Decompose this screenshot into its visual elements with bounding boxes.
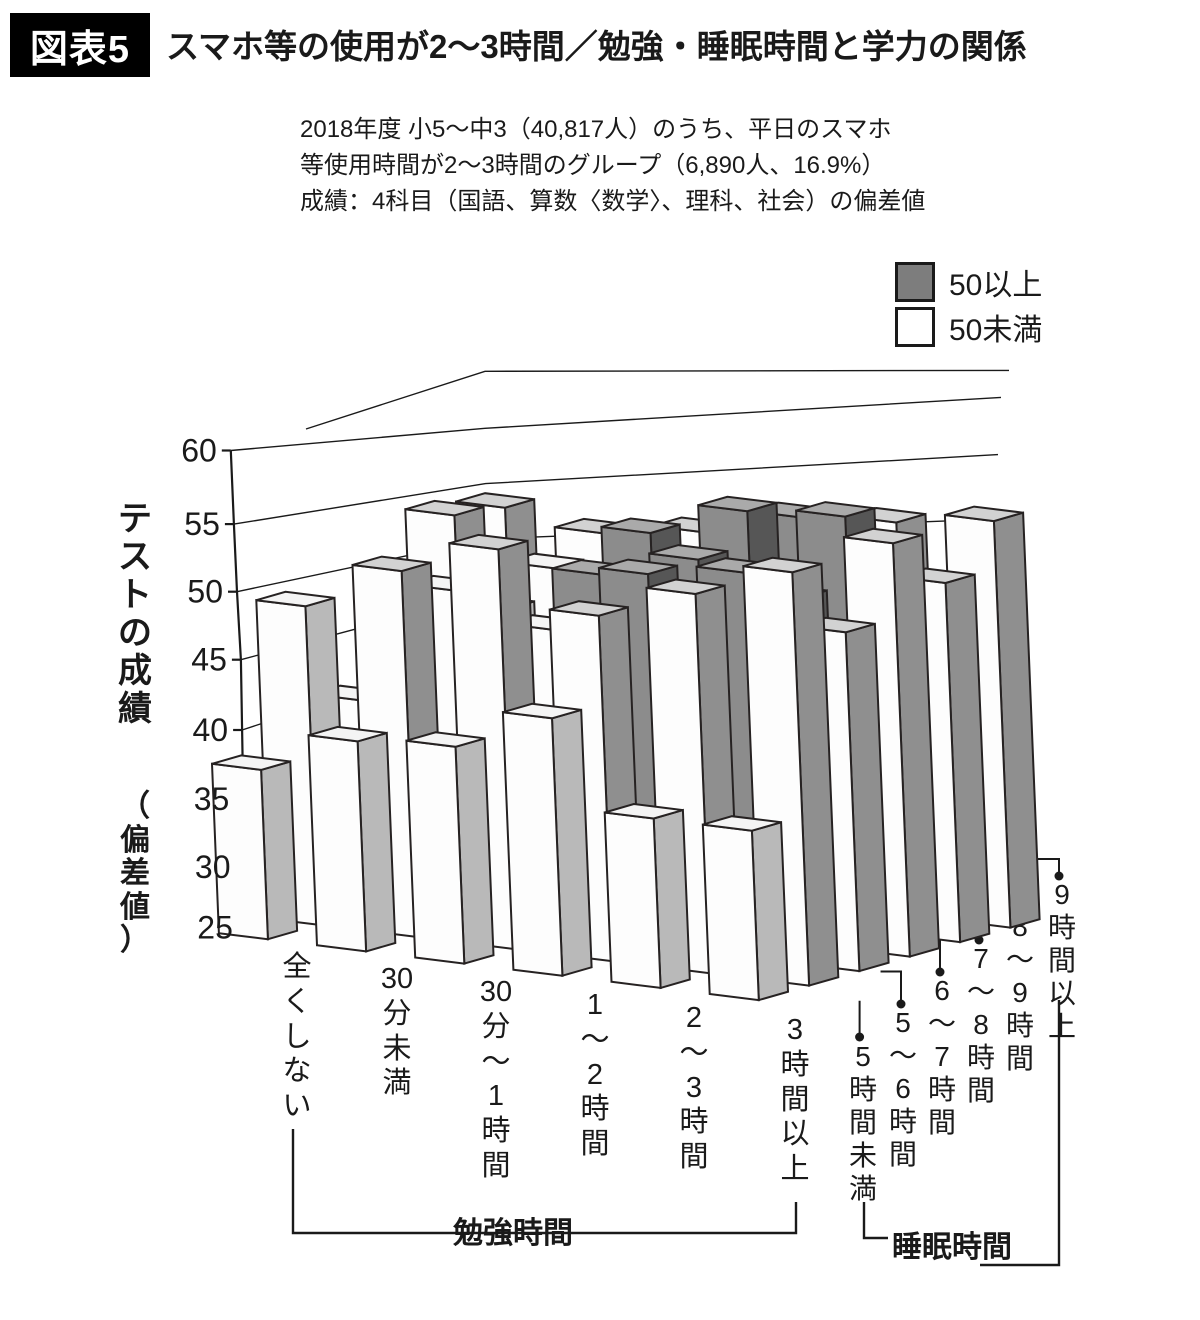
svg-text:35: 35 bbox=[194, 781, 230, 817]
svg-text:40: 40 bbox=[193, 712, 229, 748]
svg-text:45: 45 bbox=[191, 642, 227, 678]
svg-text:60: 60 bbox=[181, 433, 217, 469]
svg-text:25: 25 bbox=[197, 910, 233, 946]
svg-text:55: 55 bbox=[184, 506, 220, 542]
svg-text:50: 50 bbox=[187, 574, 223, 610]
svg-text:30: 30 bbox=[195, 849, 231, 885]
